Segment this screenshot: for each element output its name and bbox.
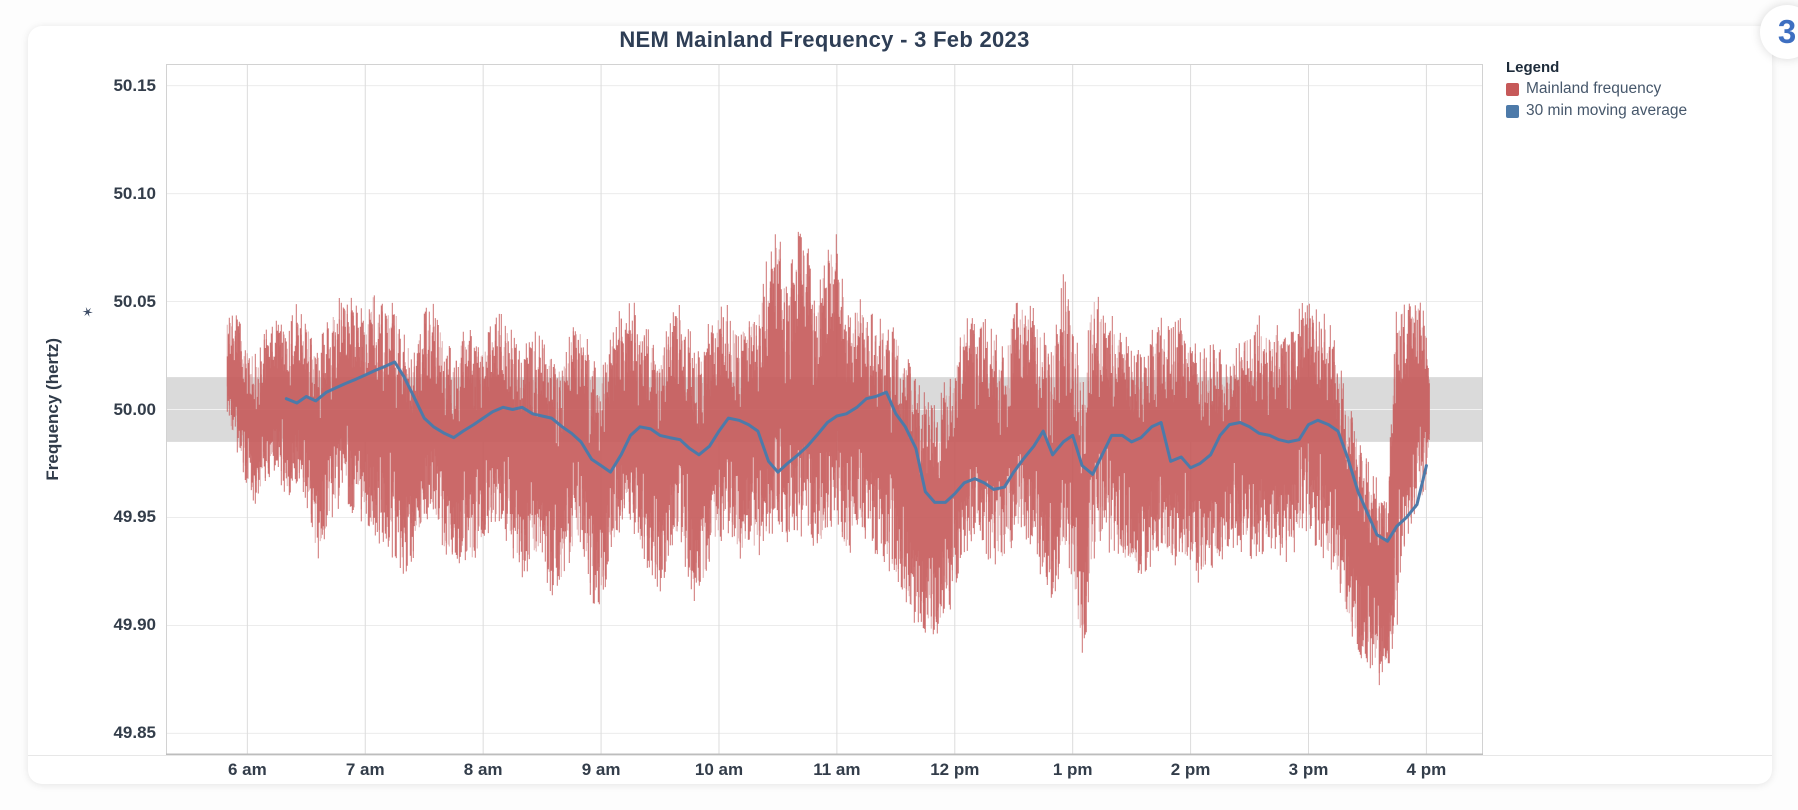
notification-badge-count: 3 [1777,13,1797,50]
y-tick-label: 49.85 [113,723,156,743]
x-tick-label: 6 am [227,760,267,779]
x-tick-label: 8 am [463,760,503,779]
legend-title: Legend [1506,59,1560,76]
y-axis-title: Frequency (hertz) [43,338,62,481]
y-tick-label: 50.10 [113,183,156,203]
legend: Legend Mainland frequency 30 min moving a… [1506,59,1687,120]
y-tick-label: 49.95 [113,507,156,527]
legend-label: 30 min moving average [1526,102,1688,119]
x-tick-label: 10 am [694,760,744,779]
legend-item[interactable]: 30 min moving average [1506,102,1687,120]
x-tick-label: 12 pm [930,760,980,779]
x-tick-label: 2 pm [1170,760,1211,779]
mainland-frequency-series [226,231,1430,686]
x-tick-label: 7 am [345,760,385,779]
legend-swatch-icon [1506,82,1519,96]
y-tick-label: 50.05 [113,291,156,311]
chart-title: NEM Mainland Frequency - 3 Feb 2023 [619,27,1030,52]
y-tick-label: 50.15 [113,75,156,95]
x-tick-label: 4 pm [1406,760,1447,779]
card-bottom-divider [28,755,1772,756]
x-tick-label: 11 am [813,760,861,779]
frequency-chart-plot-area[interactable] [166,64,1483,755]
y-tick-label: 50.00 [113,399,156,419]
notification-badge[interactable]: 3 [1760,5,1798,59]
legend-swatch-icon [1506,104,1519,118]
moving-average-series [284,360,1428,543]
legend-item[interactable]: Mainland frequency [1506,80,1687,98]
y-tick-label: 49.90 [113,615,156,635]
legend-label: Mainland frequency [1526,80,1662,97]
x-tick-label: 3 pm [1288,760,1329,779]
x-tick-label: 1 pm [1052,760,1093,779]
x-tick-label: 9 am [581,760,621,779]
